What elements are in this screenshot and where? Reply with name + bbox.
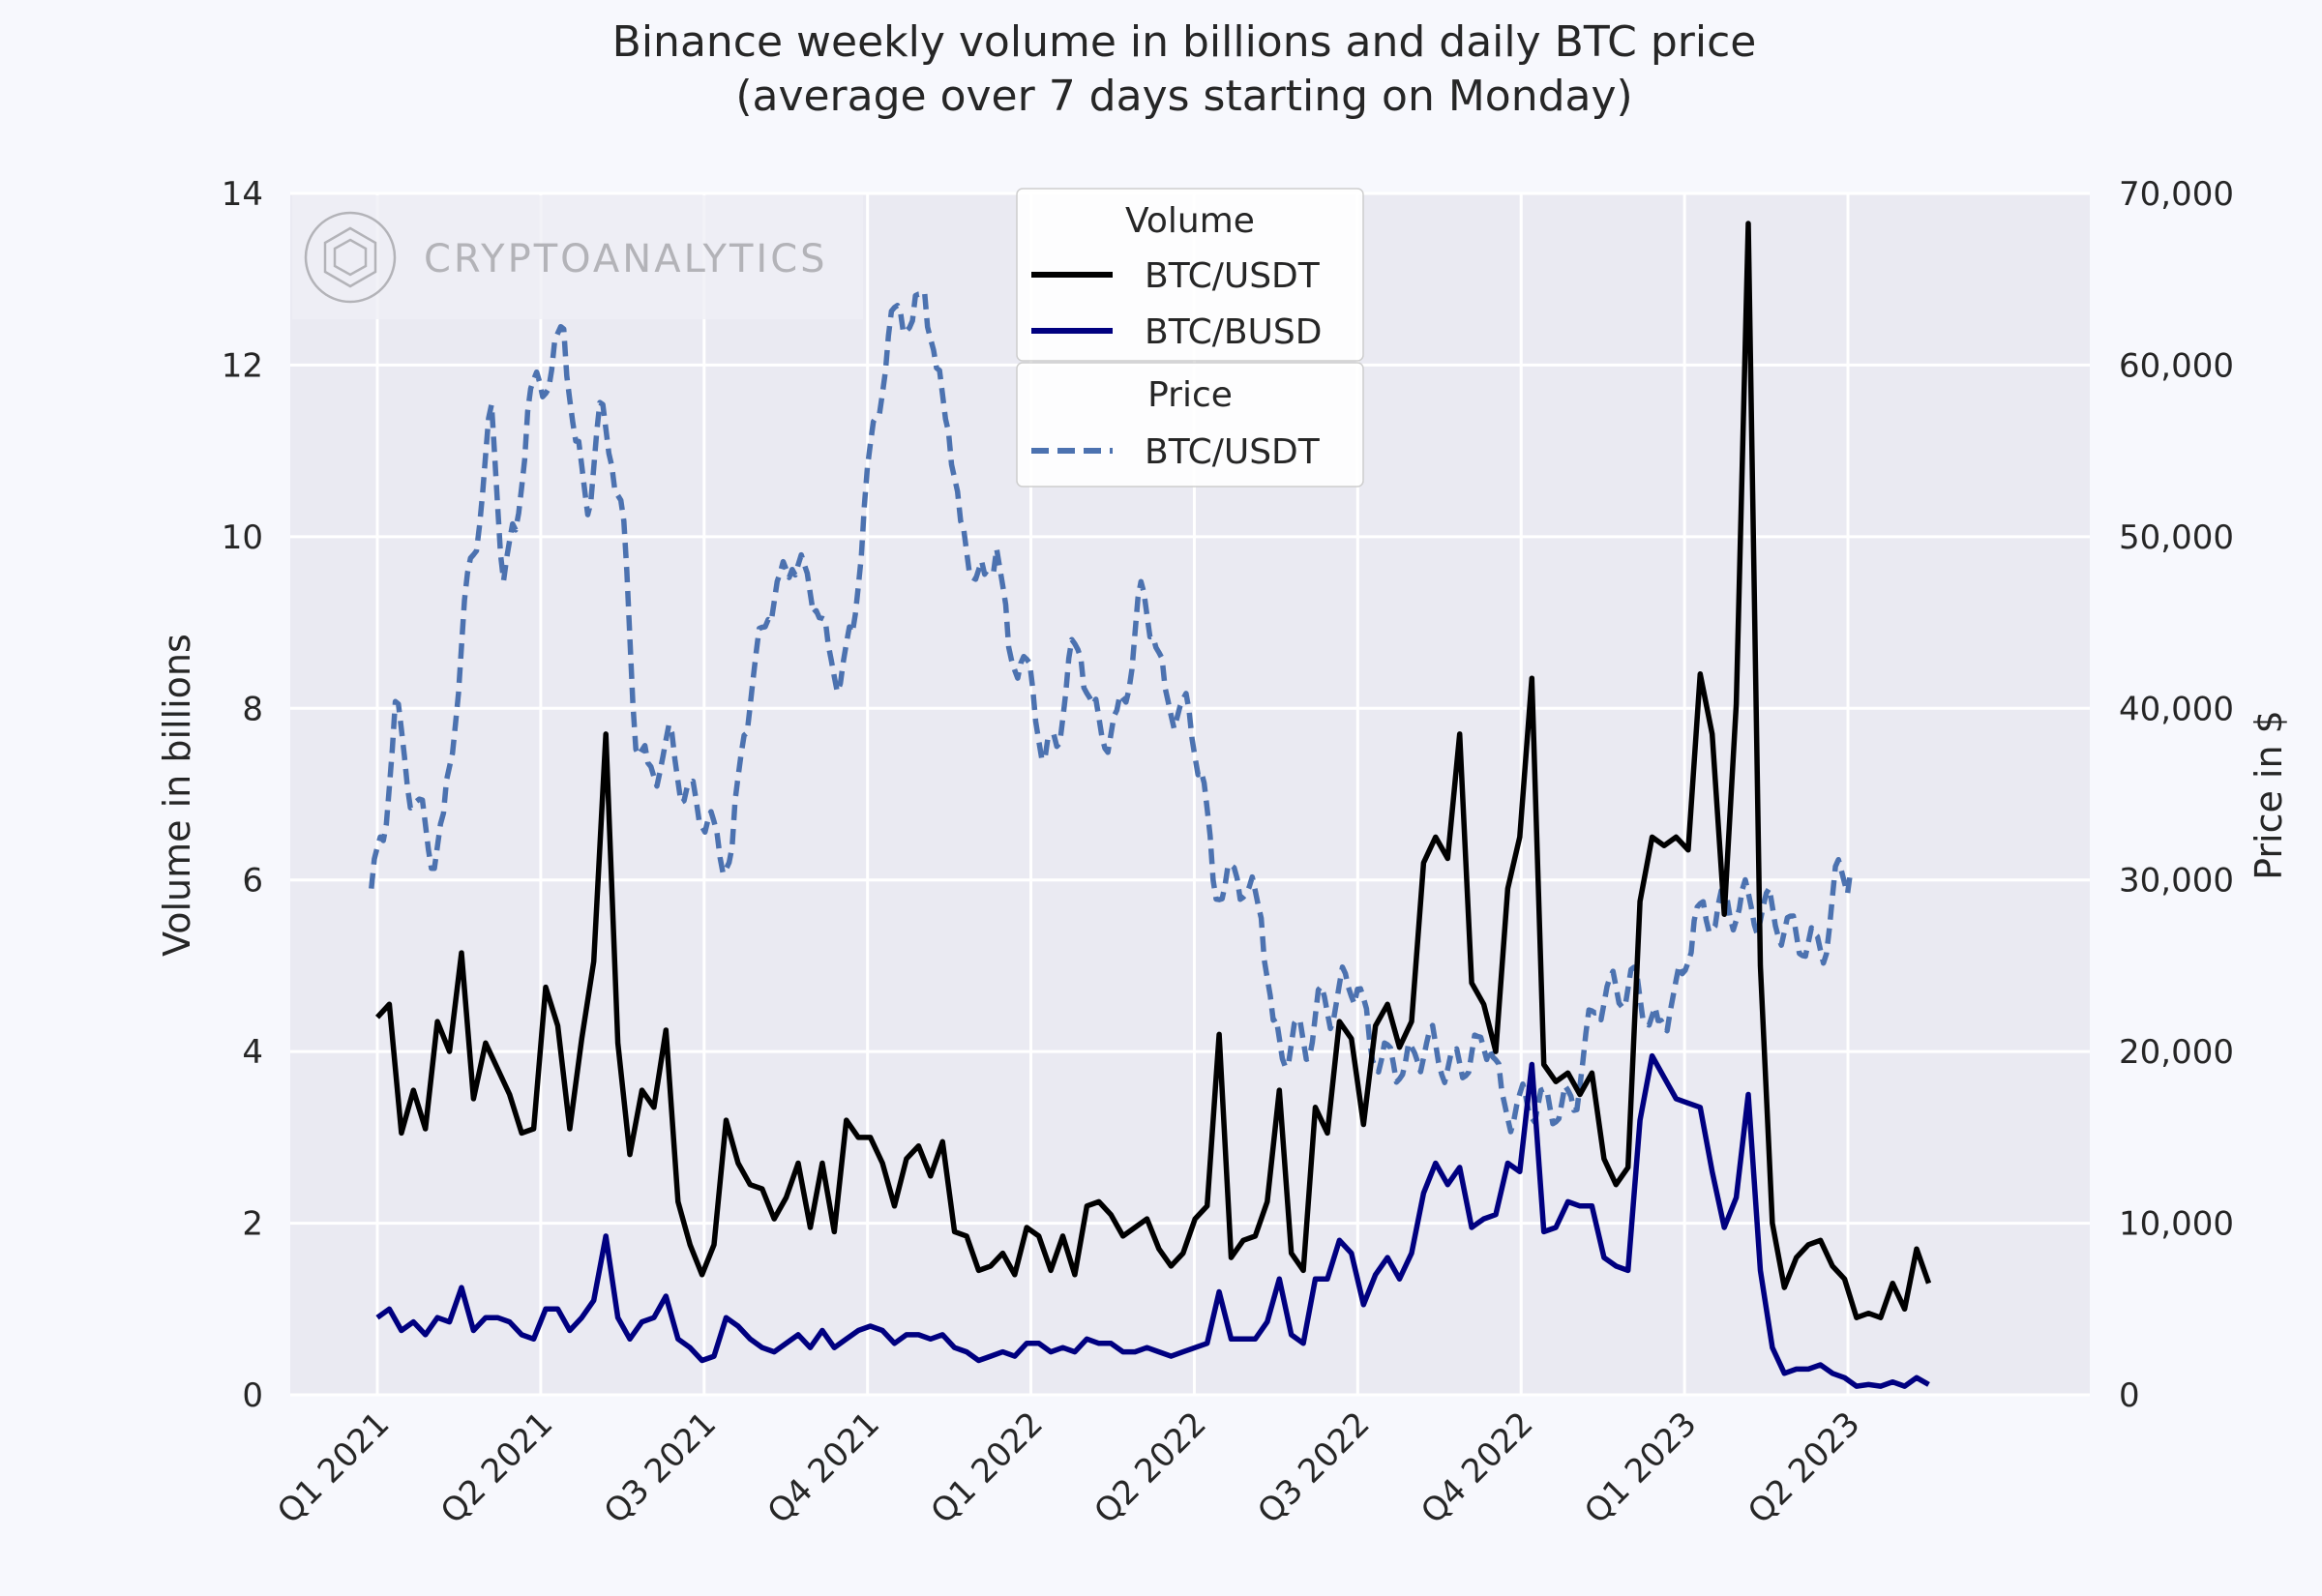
- y-left-tick-label: 2: [242, 1205, 263, 1244]
- btc-usdt-price-line: [369, 288, 1854, 1135]
- x-tick-label: Q3 2022: [1250, 1404, 1377, 1531]
- y-left-tick-label: 0: [242, 1376, 263, 1415]
- watermark-text: CRYPTOANALYTICS: [424, 237, 828, 281]
- x-tick-label: Q4 2021: [760, 1404, 887, 1531]
- watermark-background: [292, 195, 863, 319]
- chart-title-line2: (average over 7 days starting on Monday): [735, 72, 1632, 121]
- x-tick-label: Q2 2022: [1087, 1404, 1213, 1531]
- legend-price-title: Price: [1147, 375, 1233, 415]
- y-axis-left-label: Volume in billions: [156, 634, 198, 957]
- y-right-tick-label: 40,000: [2119, 690, 2234, 728]
- y-left-tick-label: 4: [242, 1033, 263, 1072]
- legend-price-box: [1016, 362, 1364, 488]
- x-tick-label: Q1 2021: [270, 1404, 397, 1531]
- legend-price: Price BTC/USDT: [1016, 362, 1364, 488]
- y-right-tick-label: 60,000: [2119, 346, 2234, 385]
- watermark: CRYPTOANALYTICS: [292, 195, 863, 319]
- series: [369, 221, 1932, 1389]
- y-right-tick-label: 0: [2119, 1376, 2140, 1415]
- legend-volume-title: Volume: [1125, 201, 1255, 241]
- y-right-tick-label: 50,000: [2119, 518, 2234, 557]
- y-axis-right-label: Price in $: [2248, 710, 2290, 880]
- x-tick-label: Q1 2022: [924, 1404, 1051, 1531]
- y-right-tick-label: 70,000: [2119, 175, 2234, 214]
- chart-title-line1: Binance weekly volume in billions and da…: [612, 17, 1757, 67]
- legend-label-btc-usdt-price: BTC/USDT: [1145, 432, 1321, 472]
- grid: [290, 192, 2090, 1397]
- legend-label-btc-busd-volume: BTC/BUSD: [1145, 312, 1322, 352]
- y-left-tick-label: 12: [222, 346, 263, 385]
- x-tick-label: Q3 2021: [597, 1404, 724, 1531]
- x-tick-label: Q4 2022: [1414, 1404, 1540, 1531]
- x-tick-label: Q2 2021: [433, 1404, 560, 1531]
- y-right-tick-label: 10,000: [2119, 1205, 2234, 1244]
- y-left-tick-label: 10: [222, 518, 263, 557]
- btc-busd-volume-line: [375, 1052, 1930, 1389]
- btc-usdt-volume-line: [374, 221, 1932, 1320]
- cryptoanalytics-logo-icon: [304, 211, 397, 304]
- legend-volume: Volume BTC/USDT BTC/BUSD: [1016, 188, 1364, 362]
- x-tick-label: Q1 2023: [1577, 1404, 1704, 1531]
- y-left-tick-label: 14: [222, 175, 263, 214]
- y-left-tick-label: 6: [242, 862, 263, 901]
- legend-volume-box: [1016, 188, 1364, 362]
- legend-label-btc-usdt-volume: BTC/USDT: [1145, 256, 1321, 296]
- y-right-tick-label: 30,000: [2119, 862, 2234, 901]
- y-left-tick-label: 8: [242, 690, 263, 728]
- x-tick-label: Q2 2023: [1741, 1404, 1867, 1531]
- y-right-tick-label: 20,000: [2119, 1033, 2234, 1072]
